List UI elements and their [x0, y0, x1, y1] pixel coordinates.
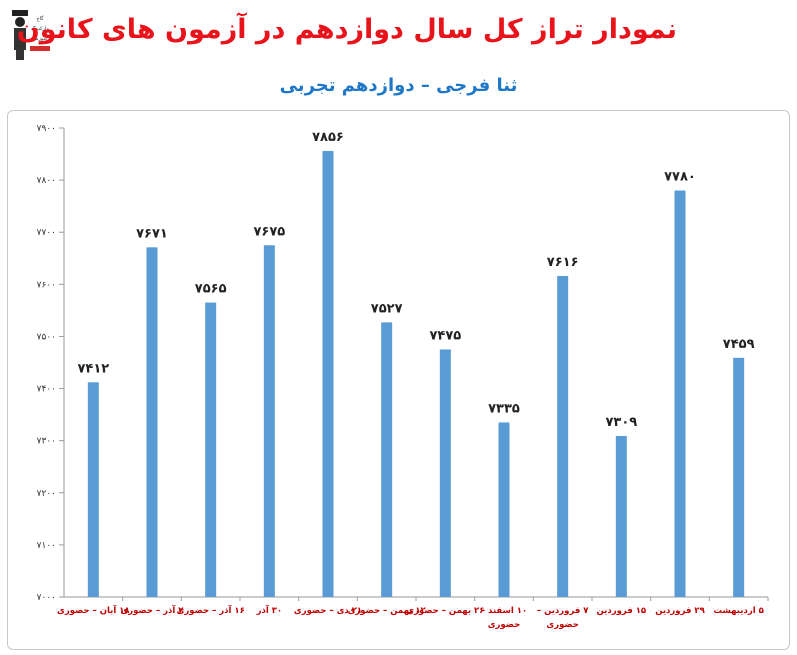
- bar: [205, 302, 217, 597]
- bar: [557, 275, 569, 597]
- bar-value-label: ۷۶۱۶: [547, 255, 579, 270]
- y-tick-label: ۷۵۰۰: [37, 332, 56, 342]
- bar-value-label: ۷۴۵۹: [723, 337, 755, 352]
- x-category-label-line: ۷ فروردین –: [537, 606, 589, 616]
- y-tick-label: ۷۳۰۰: [37, 437, 56, 447]
- bar-value-label: ۷۶۷۵: [253, 224, 285, 239]
- x-category-label: ۱۵ فروردین: [597, 606, 647, 616]
- bar-value-label: ۷۶۷۱: [136, 226, 168, 241]
- x-category-label-line: حضوری: [546, 620, 579, 630]
- y-tick-label: ۷۸۰۰: [37, 176, 56, 186]
- bar: [674, 190, 686, 598]
- y-tick-label: ۷۴۰۰: [37, 385, 56, 395]
- bar: [146, 247, 158, 597]
- bar-value-label: ۷۴۱۲: [77, 361, 109, 376]
- chart-frame: [7, 110, 790, 650]
- x-category-label: ۲ آذر – حضوری: [120, 604, 184, 616]
- page-title: نمودار تراز کل سال دوازدهم در آزمون های …: [16, 14, 677, 45]
- bar: [615, 435, 627, 597]
- x-category-label: ۱۰ اسفند – حضوری: [481, 606, 527, 630]
- bar-value-label: ۷۸۵۶: [312, 130, 344, 145]
- bar: [322, 150, 334, 597]
- bar-value-label: ۷۵۲۷: [371, 301, 403, 316]
- y-tick-label: ۷۱۰۰: [37, 541, 56, 551]
- bar: [263, 245, 275, 597]
- bar-value-label: ۷۳۳۵: [488, 401, 520, 416]
- x-category-label: ۱۲ بهمن – حضوری: [348, 606, 427, 616]
- x-category-label-line: حضوری: [488, 620, 521, 630]
- bar: [87, 382, 99, 597]
- bar: [439, 349, 451, 597]
- graduate-logo-icon: گاج مارکتینگ آموزش: [12, 10, 50, 60]
- y-tick-label: ۷۲۰۰: [37, 489, 56, 499]
- logo-line-2: مارکتینگ: [31, 25, 49, 32]
- x-category-label: ۱۸ آبان – حضوری: [57, 604, 130, 616]
- x-category-label: ۱۶ آذر – حضوری: [177, 604, 245, 616]
- x-category-label: ۲۹ فروردین: [655, 606, 705, 616]
- bar-value-label: ۷۳۰۹: [605, 415, 637, 430]
- logo-line-3: آموزش: [32, 35, 48, 42]
- bar-value-label: ۷۵۶۵: [195, 282, 227, 297]
- x-category-label: ۳۰ آذر: [256, 604, 283, 616]
- page-subtitle: ثنا فرجی – دوازدهم تجربی: [279, 75, 518, 96]
- y-tick-label: ۷۷۰۰: [37, 228, 56, 238]
- x-category-label: ۷ فروردین – حضوری: [537, 606, 589, 630]
- bar: [498, 422, 510, 597]
- x-category-label-line: ۱۰ اسفند –: [481, 606, 527, 616]
- bar-value-label: ۷۷۸۰: [664, 170, 696, 185]
- bar-value-label: ۷۴۷۵: [429, 328, 461, 343]
- logo-line-1: گاج: [36, 15, 44, 22]
- x-category-label: ۵ اردیبهشت: [714, 606, 764, 616]
- bar: [381, 322, 393, 597]
- x-category-label: ۲۶ بهمن – حضوری: [406, 606, 484, 616]
- y-tick-label: ۷۹۰۰: [37, 124, 56, 134]
- y-tick-label: ۷۶۰۰: [37, 280, 56, 290]
- x-category-label: ۲۱ دی – حضوری: [294, 606, 362, 616]
- y-tick-label: ۷۰۰۰: [37, 593, 56, 603]
- bar: [733, 357, 745, 597]
- logo: گاج مارکتینگ آموزش: [10, 6, 54, 64]
